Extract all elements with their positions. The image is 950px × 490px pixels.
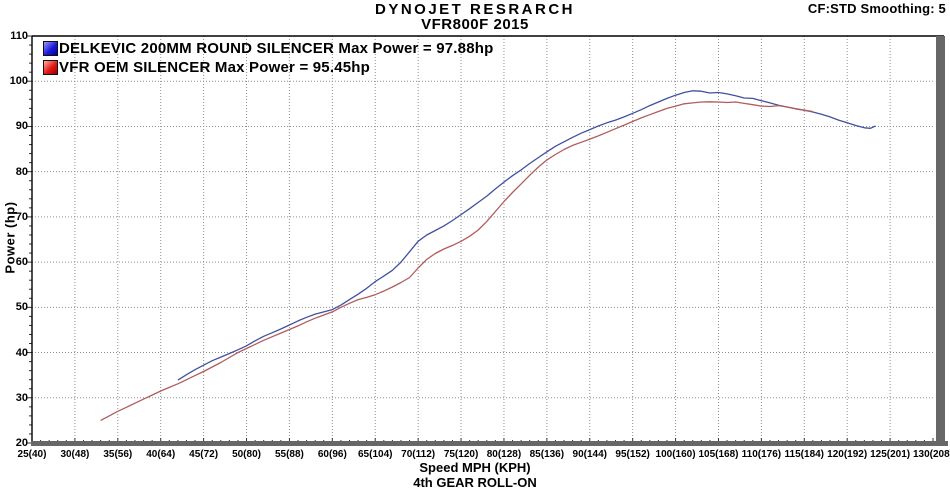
page-title: DYNOJET RESRARCH: [374, 1, 576, 18]
x-tick-label: 50(80): [232, 449, 261, 460]
legend-item-oem: VFR OEM SILENCER Max Power = 95.45hp: [43, 58, 494, 76]
page-subtitle: VFR800F 2015: [421, 16, 529, 33]
x-tick-label: 100(160): [655, 449, 696, 460]
x-tick-label: 30(48): [60, 449, 90, 460]
plot-right-shadow: [936, 36, 945, 446]
x-tick-label: 80(128): [486, 449, 522, 460]
y-tick-label: 40: [15, 346, 28, 359]
x-axis-title: Speed MPH (KPH): [419, 460, 531, 475]
x-tick-label: 130(208): [912, 449, 950, 460]
x-tick-label: 85(136): [529, 449, 565, 460]
y-axis-title: Power (hp): [2, 201, 18, 274]
legend: DELKEVIC 200MM ROUND SILENCER Max Power …: [43, 39, 494, 76]
delkevic-curve: [177, 90, 876, 381]
smoothing-info: CF:STD Smoothing: 5: [807, 1, 946, 16]
x-tick-label: 110(176): [741, 449, 782, 460]
legend-label-oem: VFR OEM SILENCER Max Power = 95.45hp: [59, 58, 371, 76]
x-tick-label: 125(201): [870, 449, 911, 460]
y-tick-label: 70: [15, 210, 28, 223]
legend-item-delkevic: DELKEVIC 200MM ROUND SILENCER Max Power …: [43, 39, 494, 57]
y-tick-label: 50: [15, 301, 28, 314]
x-tick-label: 40(64): [146, 449, 176, 460]
y-tick-label: 90: [15, 120, 28, 133]
x-tick-label: 60(96): [317, 449, 347, 460]
y-tick-label: 60: [15, 256, 28, 269]
x-tick-label: 95(152): [615, 449, 650, 460]
oem-curve: [100, 101, 813, 421]
y-tick-label: 20: [15, 437, 28, 449]
y-tick-label: 30: [15, 391, 28, 404]
legend-swatch-blue-icon: [43, 40, 58, 56]
y-tick-label: 100: [9, 75, 28, 88]
x-tick-label: 35(56): [103, 449, 133, 460]
x-axis-line: [31, 441, 948, 446]
x-tick-label: 75(120): [443, 449, 479, 460]
legend-label-delkevic: DELKEVIC 200MM ROUND SILENCER Max Power …: [59, 39, 494, 57]
y-tick-label: 110: [10, 30, 28, 42]
x-tick-label: 120(192): [827, 449, 868, 460]
x-tick-label: 105(168): [698, 449, 739, 460]
x-tick-label: 55(88): [274, 449, 304, 460]
x-tick-label: 70(112): [401, 449, 436, 460]
x-tick-label: 25(40): [17, 449, 47, 460]
legend-swatch-red-icon: [43, 59, 58, 75]
x-tick-label: 45(72): [189, 449, 219, 460]
y-tick-label: 80: [15, 165, 28, 178]
x-axis-subtitle: 4th GEAR ROLL-ON: [413, 475, 537, 490]
x-tick-label: 90(144): [572, 449, 607, 460]
x-tick-label: 65(104): [358, 449, 393, 460]
x-tick-label: 115(184): [784, 449, 825, 460]
